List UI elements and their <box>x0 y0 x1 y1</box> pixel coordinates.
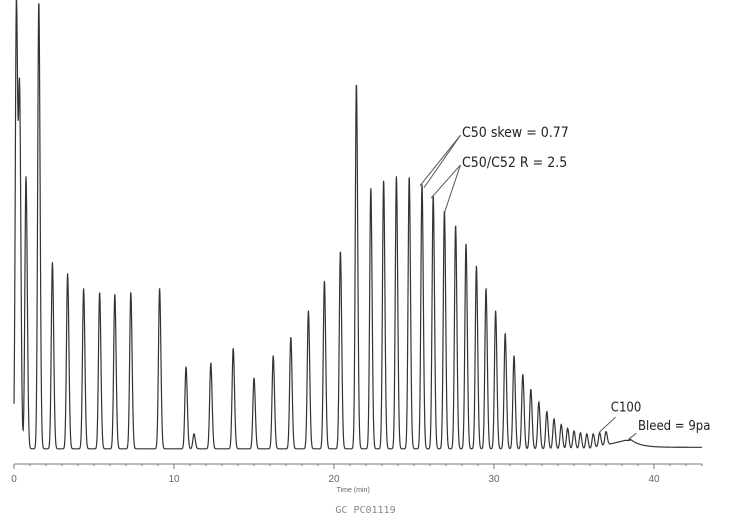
peak-4 <box>38 0 40 2</box>
leader-line-skew-1 <box>419 135 461 187</box>
leader-line-skew-2 <box>423 135 461 189</box>
x-tick-label: 30 <box>488 474 500 485</box>
leader-line-resolution-1 <box>430 164 461 199</box>
leader-line-c100 <box>599 416 616 433</box>
annotation-c100: C100 <box>611 401 642 416</box>
annotation-bleed: Bleed = 9pa <box>638 419 710 434</box>
figure-code: GC PC01119 <box>335 505 396 516</box>
x-tick-label: 10 <box>168 474 180 485</box>
annotation-c50-skew: C50 skew = 0.77 <box>462 125 569 141</box>
chromatogram-trace <box>13 0 702 450</box>
x-tick-label: 20 <box>328 474 340 485</box>
peak-21 <box>339 250 341 252</box>
x-axis-title: Time (min) <box>337 487 370 494</box>
peak-26 <box>408 175 410 177</box>
leader-line-bleed <box>628 432 637 440</box>
peak-24 <box>383 179 385 181</box>
peak-30 <box>455 224 457 226</box>
leader-line-resolution-2 <box>443 164 461 214</box>
x-tick-label: 0 <box>11 474 17 485</box>
annotation-resolution: C50/C52 R = 2.5 <box>462 155 567 171</box>
x-tick-label: 40 <box>648 474 660 485</box>
peak-23 <box>370 187 372 189</box>
chromatogram-chart: 0 10 20 30 40 Time (min) C50 skew = 0.77 C50/C… <box>11 0 710 494</box>
peak-22 <box>355 82 357 84</box>
